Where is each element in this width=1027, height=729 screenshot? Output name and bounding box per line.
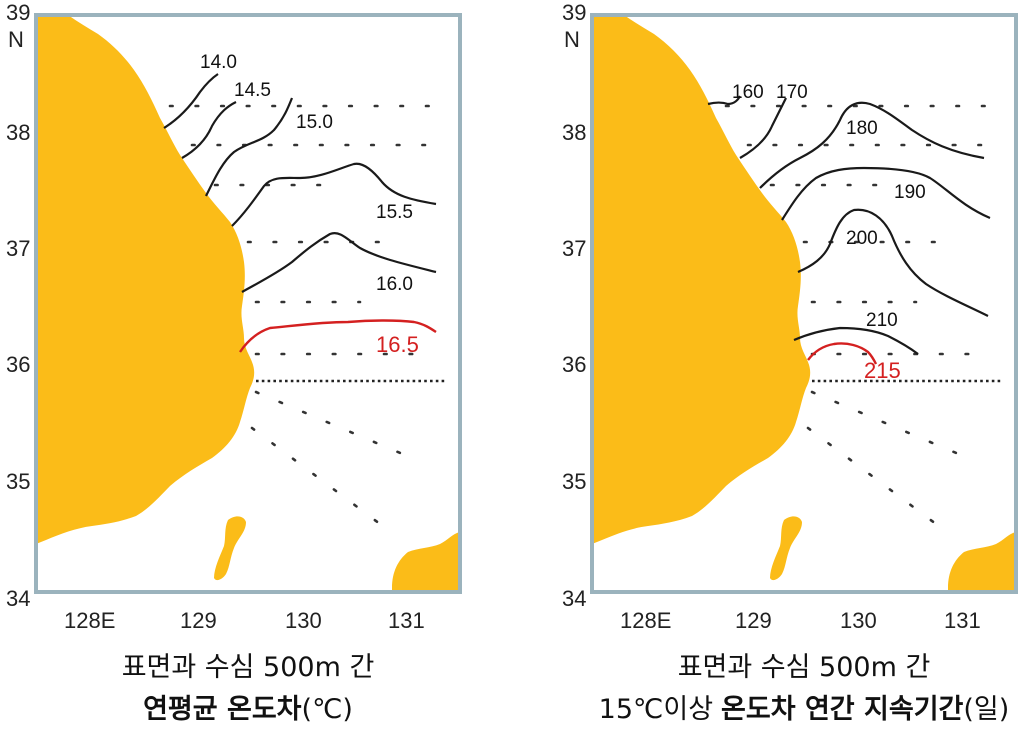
y-tick: 36 bbox=[562, 352, 586, 377]
contour-170 bbox=[739, 97, 787, 159]
map-frame bbox=[34, 13, 462, 594]
contour-190 bbox=[781, 166, 991, 221]
contour-label: 160 bbox=[732, 82, 764, 103]
contour-label: 14.0 bbox=[200, 52, 237, 73]
x-tick: 128E bbox=[64, 608, 115, 633]
contour-14.0 bbox=[163, 73, 219, 129]
contours-left bbox=[163, 73, 437, 353]
x-tick: 128E bbox=[620, 608, 671, 633]
island-right bbox=[770, 516, 802, 581]
contour-210 bbox=[793, 326, 919, 355]
island-left bbox=[214, 516, 246, 581]
y-axis-right: 39 N 38 37 36 35 34 bbox=[562, 0, 586, 611]
contour-label-highlight: 215 bbox=[864, 358, 901, 383]
japan-land-right bbox=[948, 532, 1016, 592]
x-tick: 129 bbox=[180, 608, 217, 633]
y-tick: 37 bbox=[562, 236, 586, 261]
japan-land-left bbox=[392, 532, 460, 592]
x-tick: 130 bbox=[285, 608, 322, 633]
contour-label: 190 bbox=[894, 182, 926, 203]
contour-label: 15.0 bbox=[296, 112, 333, 133]
caption-unit: (일) bbox=[963, 694, 1009, 725]
x-tick: 131 bbox=[944, 608, 981, 633]
contour-label: 180 bbox=[846, 118, 878, 139]
left-map-panel: 14.0 14.5 15.0 15.5 16.0 16.5 39 N 38 37… bbox=[6, 0, 462, 725]
contour-label-highlight: 16.5 bbox=[376, 332, 419, 357]
y-tick: 35 bbox=[6, 469, 30, 494]
contour-16.0 bbox=[241, 232, 437, 293]
y-tick: 34 bbox=[562, 586, 586, 611]
y-tick: 37 bbox=[6, 236, 30, 261]
contour-label: 170 bbox=[776, 82, 808, 103]
contour-15.0 bbox=[205, 97, 294, 197]
contour-14.5 bbox=[181, 101, 237, 159]
caption-line2: 연평균 온도차(℃) bbox=[143, 694, 353, 725]
y-unit: N bbox=[8, 27, 24, 52]
y-tick: 36 bbox=[6, 352, 30, 377]
x-axis-left: 128E 129 130 131 bbox=[64, 608, 425, 633]
station-dots-left bbox=[168, 104, 446, 526]
korea-land bbox=[592, 15, 811, 544]
korea-land bbox=[36, 15, 255, 544]
caption-line1: 표면과 수심 500m 간 bbox=[678, 652, 931, 683]
contour-215 bbox=[807, 342, 878, 365]
contour-labels-left: 14.0 14.5 15.0 15.5 16.0 16.5 bbox=[200, 52, 419, 357]
caption-line2: 15℃이상 온도차 연간 지속기간(일) bbox=[599, 694, 1010, 725]
map-frame bbox=[590, 13, 1018, 594]
y-tick: 35 bbox=[562, 469, 586, 494]
contour-label: 14.5 bbox=[234, 80, 271, 101]
contour-label: 200 bbox=[846, 228, 878, 249]
contour-160 bbox=[707, 95, 741, 106]
y-tick: 38 bbox=[6, 120, 30, 145]
x-tick: 129 bbox=[735, 608, 772, 633]
contours-right bbox=[707, 95, 991, 365]
right-map-panel: 160 170 180 190 200 210 215 39 N 38 37 3… bbox=[562, 0, 1018, 725]
contour-15.5 bbox=[231, 162, 437, 227]
y-axis-left: 39 N 38 37 36 35 34 bbox=[6, 0, 30, 611]
contour-16.5 bbox=[239, 319, 437, 353]
caption-bold: 온도차 연간 지속기간 bbox=[721, 694, 964, 725]
contour-180 bbox=[759, 101, 985, 189]
x-tick: 131 bbox=[388, 608, 425, 633]
station-dots-right bbox=[724, 104, 1002, 526]
y-tick: 34 bbox=[6, 586, 30, 611]
x-tick: 130 bbox=[840, 608, 877, 633]
caption-bold: 연평균 온도차 bbox=[143, 694, 302, 725]
y-tick: 39 bbox=[6, 0, 30, 25]
y-unit: N bbox=[564, 27, 580, 52]
contour-200 bbox=[797, 208, 989, 317]
contour-label: 16.0 bbox=[376, 274, 413, 295]
x-axis-right: 128E 129 130 131 bbox=[620, 608, 981, 633]
caption-prefix: 15℃이상 bbox=[599, 694, 713, 725]
caption-line1: 표면과 수심 500m 간 bbox=[122, 652, 375, 683]
contour-label: 210 bbox=[866, 310, 898, 331]
contour-labels-right: 160 170 180 190 200 210 215 bbox=[732, 82, 926, 383]
y-tick: 38 bbox=[562, 120, 586, 145]
caption-unit: (℃) bbox=[302, 694, 353, 725]
y-tick: 39 bbox=[562, 0, 586, 25]
contour-label: 15.5 bbox=[376, 202, 413, 223]
